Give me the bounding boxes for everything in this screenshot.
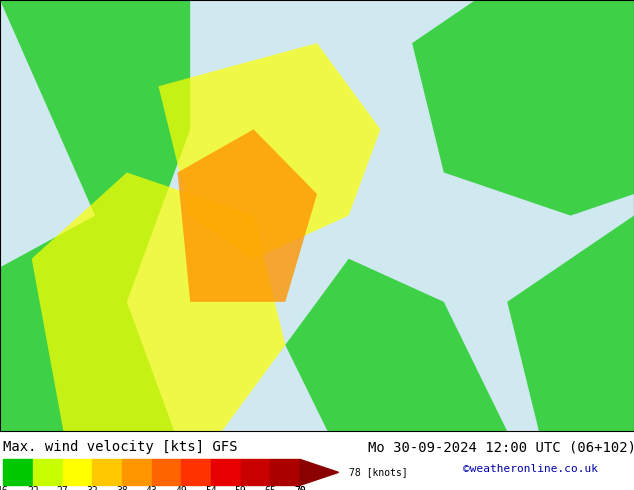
Bar <box>211 460 241 485</box>
Text: Mo 30-09-2024 12:00 UTC (06+102): Mo 30-09-2024 12:00 UTC (06+102) <box>368 440 634 454</box>
Bar <box>270 460 300 485</box>
Polygon shape <box>412 0 634 216</box>
Polygon shape <box>32 172 285 474</box>
Text: 27: 27 <box>56 487 68 490</box>
Bar <box>241 460 270 485</box>
Text: ©weatheronline.co.uk: ©weatheronline.co.uk <box>463 465 598 474</box>
Text: 43: 43 <box>146 487 157 490</box>
Bar <box>63 460 92 485</box>
Bar <box>92 460 122 485</box>
Text: 22: 22 <box>27 487 39 490</box>
Text: 59: 59 <box>235 487 247 490</box>
Text: 70: 70 <box>294 487 306 490</box>
Bar <box>122 460 152 485</box>
Text: 32: 32 <box>86 487 98 490</box>
Text: 38: 38 <box>116 487 128 490</box>
Text: 16: 16 <box>0 487 9 490</box>
Polygon shape <box>0 0 190 474</box>
Text: 65: 65 <box>264 487 276 490</box>
Bar <box>181 460 211 485</box>
Bar <box>152 460 181 485</box>
Text: 54: 54 <box>205 487 217 490</box>
Text: 49: 49 <box>176 487 187 490</box>
Polygon shape <box>285 259 507 474</box>
Text: Max. wind velocity [kts] GFS: Max. wind velocity [kts] GFS <box>3 440 238 454</box>
Bar <box>3 460 33 485</box>
Polygon shape <box>158 43 380 259</box>
Text: 70: 70 <box>294 487 306 490</box>
Polygon shape <box>178 129 317 302</box>
Polygon shape <box>300 460 339 485</box>
Polygon shape <box>507 216 634 474</box>
Bar <box>33 460 63 485</box>
Text: 78 [knots]: 78 [knots] <box>349 467 408 477</box>
